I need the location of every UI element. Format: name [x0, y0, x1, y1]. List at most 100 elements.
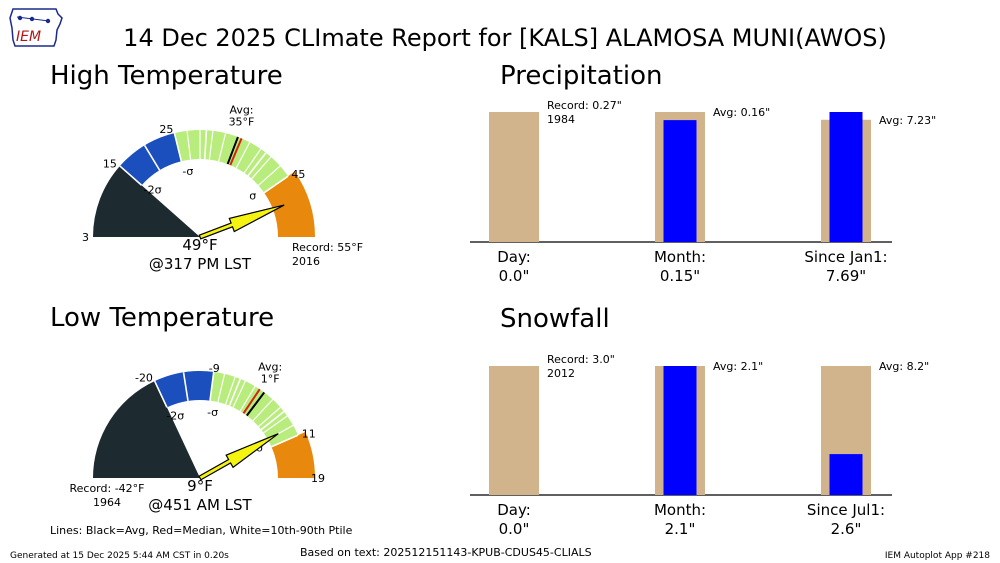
record-year: 2016 — [292, 255, 320, 268]
gauge-sigma-divider — [153, 380, 168, 408]
category-label: Month: — [654, 501, 706, 519]
precip-title: Precipitation — [500, 61, 663, 91]
iem-logo: IEM — [9, 8, 63, 47]
gauge-average-line — [246, 391, 266, 417]
gauge-warm-band — [271, 431, 315, 478]
gauge-sigma-label: -2σ — [166, 410, 184, 423]
gauge-avg-label: Avg: — [258, 360, 282, 373]
observed-bar — [829, 112, 863, 242]
gauge-avg-value: 35°F — [229, 116, 255, 129]
value-label: 2.1" — [665, 520, 696, 538]
gauge-cold-band — [93, 166, 200, 237]
snowfall-title: Snowfall — [500, 304, 610, 334]
observed-arrow — [198, 433, 279, 481]
observed-time: @451 AM LST — [148, 496, 252, 514]
record-avg-bar — [489, 366, 539, 495]
gauge-normal-band — [210, 371, 299, 447]
value-label: 2.6" — [831, 520, 862, 538]
gauge-percentile-line — [225, 376, 236, 405]
precipitation-bar-chart: Record: 0.27"1984 Day:0.0" Avg: 0.16" Month… — [470, 99, 936, 285]
category-label: Since Jan1: — [804, 248, 887, 266]
observed-arrow — [198, 204, 285, 240]
value-label: 7.69" — [826, 267, 866, 285]
record-label: Record: 55°F — [292, 241, 363, 254]
gauge-cold-band — [93, 381, 200, 478]
gauge-percentile-line — [208, 130, 214, 160]
gauge-sigma-divider — [260, 410, 285, 431]
low-temp-title: Low Temperature — [50, 303, 274, 333]
gauge-warm-band — [264, 171, 315, 237]
gauge-percentile-line — [263, 415, 288, 434]
gauge-avg-value: 1°F — [261, 372, 280, 385]
category-label: Day: — [497, 248, 531, 266]
footer-app: IEM Autoplot App #218 — [885, 551, 990, 561]
gauge-percentile-line — [217, 373, 226, 403]
bar-annotation: Record: 3.0" — [547, 353, 615, 366]
observed-temp: 49°F — [182, 236, 217, 254]
logo-dot — [29, 16, 35, 22]
gauge-percentile-line — [258, 406, 281, 427]
gauge-sigma-divider — [247, 152, 267, 177]
gauge-percentile-line — [239, 385, 256, 412]
gauge-tick-label: 25 — [159, 123, 173, 136]
gauge-tick-label: 11 — [302, 428, 316, 441]
gauge-avg-label: Avg: — [229, 104, 253, 117]
gauge-sigma-divider — [173, 132, 183, 162]
gauge-sigma-label: σ — [249, 190, 256, 203]
high-temperature-gauge: 3 15 25 45 Avg:35°F -2σ -σ σ 49°F@317 PM LST Reco… — [82, 104, 363, 273]
gauge-percentile-line — [235, 141, 251, 169]
gauge-minus2sigma-band — [154, 371, 214, 408]
bar-annotation: Record: 0.27" — [547, 99, 622, 112]
bar-annotation: Avg: 2.1" — [713, 360, 763, 373]
gauge-sigma-label: -σ — [207, 406, 218, 419]
category-label: Day: — [497, 501, 531, 519]
record-avg-bar — [489, 112, 539, 242]
report-title: 14 Dec 2025 CLImate Report for [KALS] AL… — [123, 24, 887, 52]
bar-annotation-sub: 1984 — [547, 113, 575, 126]
bar-annotation-sub: 2012 — [547, 367, 575, 380]
observed-bar — [829, 454, 863, 495]
gauge-tick-label: 3 — [82, 231, 89, 244]
gauge-sigma-divider — [228, 378, 242, 407]
observed-bar — [663, 120, 697, 242]
bar-annotation: Avg: 8.2" — [879, 360, 929, 373]
record-label: Record: -42°F — [69, 482, 144, 495]
observed-time: @317 PM LST — [149, 255, 252, 273]
gauge-percentile-line — [252, 399, 274, 422]
gauge-percentile-line — [243, 148, 262, 174]
gauge-percentile-line — [232, 380, 246, 408]
gauge-sigma-divider — [143, 145, 161, 171]
observed-temp: 9°F — [187, 477, 213, 495]
bar-annotation: Avg: 7.23" — [879, 114, 936, 127]
gauge-median-line — [242, 388, 261, 414]
gauge-legend: Lines: Black=Avg, Red=Median, White=10th… — [50, 524, 353, 537]
gauge-percentile-line — [218, 132, 227, 162]
record-year: 1964 — [93, 496, 121, 509]
gauge-sigma-divider — [182, 372, 189, 402]
value-label: 0.15" — [660, 267, 700, 285]
gauge-sigma-divider — [271, 434, 299, 448]
gauge-tick-label: 45 — [291, 168, 305, 181]
gauge-tick-label: 19 — [311, 472, 325, 485]
gauge-percentile-line — [251, 156, 272, 180]
bar-annotation: Avg: 0.16" — [713, 106, 770, 119]
gauge-minus2sigma-band — [119, 133, 182, 186]
gauge-median-line — [229, 138, 243, 166]
gauge-tick-label: 15 — [103, 157, 117, 170]
value-label: 0.0" — [499, 267, 530, 285]
gauge-tick-label: -9 — [209, 362, 220, 375]
observed-bar — [663, 366, 697, 495]
high-temp-title: High Temperature — [50, 61, 283, 91]
iem-logo-text: IEM — [16, 29, 41, 45]
category-label: Since Jul1: — [807, 501, 885, 519]
logo-dot — [45, 18, 51, 24]
gauge-sigma-divider — [203, 130, 208, 160]
gauge-sigma-divider — [263, 175, 289, 194]
footer-based-on: Based on text: 202512151143-KPUB-CDUS45-… — [300, 546, 592, 559]
gauge-tick-label: -20 — [135, 371, 153, 384]
logo-dot — [17, 15, 23, 21]
gauge-sigma-divider — [209, 371, 215, 401]
gauge-sigma-label: -σ — [182, 165, 193, 178]
